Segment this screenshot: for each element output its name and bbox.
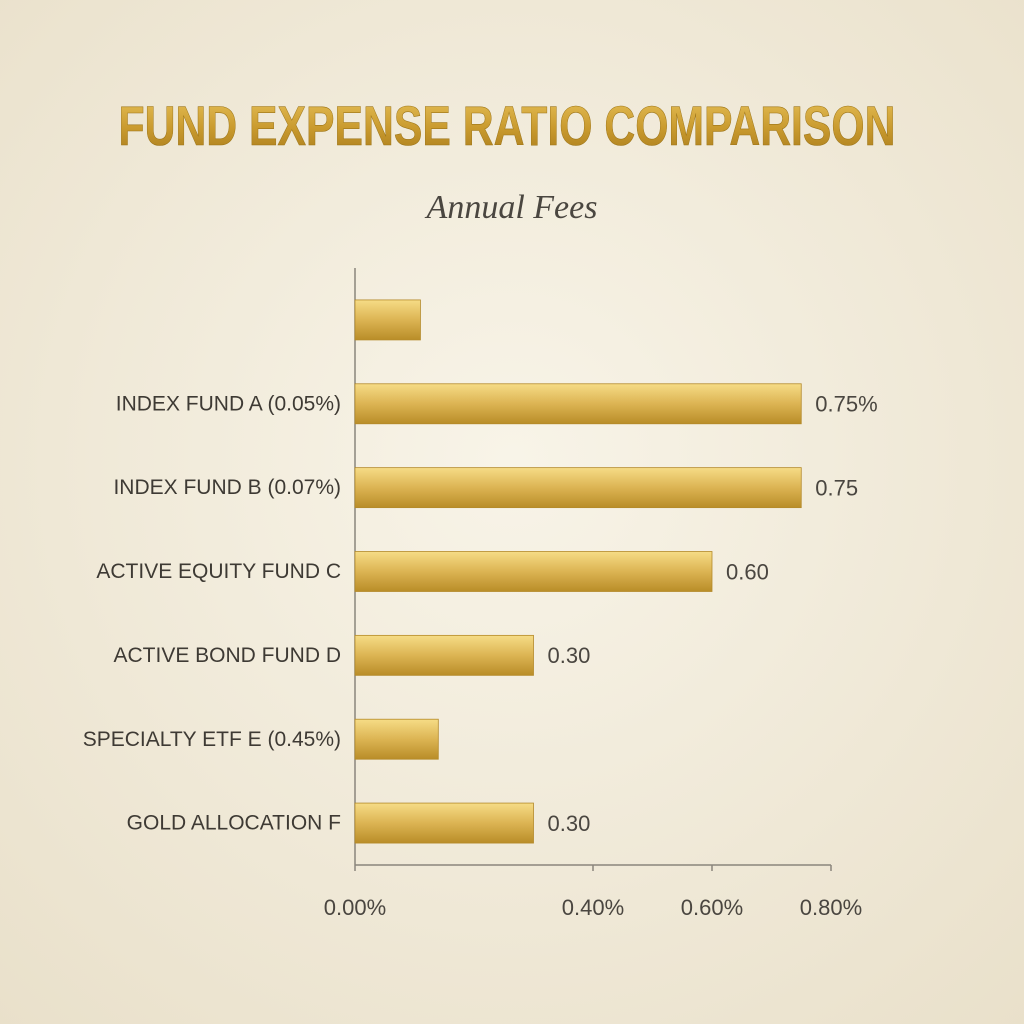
bar [354, 383, 802, 425]
chart-subtitle: Annual Fees [425, 189, 598, 226]
value-label: 0.30 [548, 643, 591, 668]
value-label: 0.75 [815, 475, 858, 500]
bar [354, 634, 534, 676]
x-tick-label: 0.80% [800, 895, 862, 920]
x-tick-label: 0.40% [562, 895, 624, 920]
y-tick-label: INDEX FUND B (0.07%) [113, 476, 341, 499]
chart-title: FUND EXPENSE RATIO COMPARISON [119, 94, 896, 157]
bar [354, 551, 713, 592]
y-tick-label: ACTIVE EQUITY FUND C [96, 560, 341, 583]
plot-area: 0.00% 0.40% 0.60% 0.80% INDEX FUND A (0.05%)… [83, 268, 878, 920]
y-tick-label: ACTIVE BOND FUND D [113, 644, 341, 667]
value-label: 0.60 [726, 559, 769, 584]
y-tick-label: INDEX FUND A (0.05%) [116, 392, 341, 415]
value-label: 0.75% [815, 392, 877, 417]
x-tick-label: 0.60% [681, 895, 743, 920]
x-tick-label: 0.00% [324, 895, 386, 920]
y-tick-label: GOLD ALLOCATION F [127, 812, 341, 835]
bar [354, 299, 421, 341]
bar [354, 718, 439, 760]
value-label: 0.30 [548, 811, 591, 836]
y-tick-label: SPECIALTY ETF E (0.45%) [83, 728, 341, 751]
bar [354, 467, 802, 509]
bar [354, 802, 534, 844]
